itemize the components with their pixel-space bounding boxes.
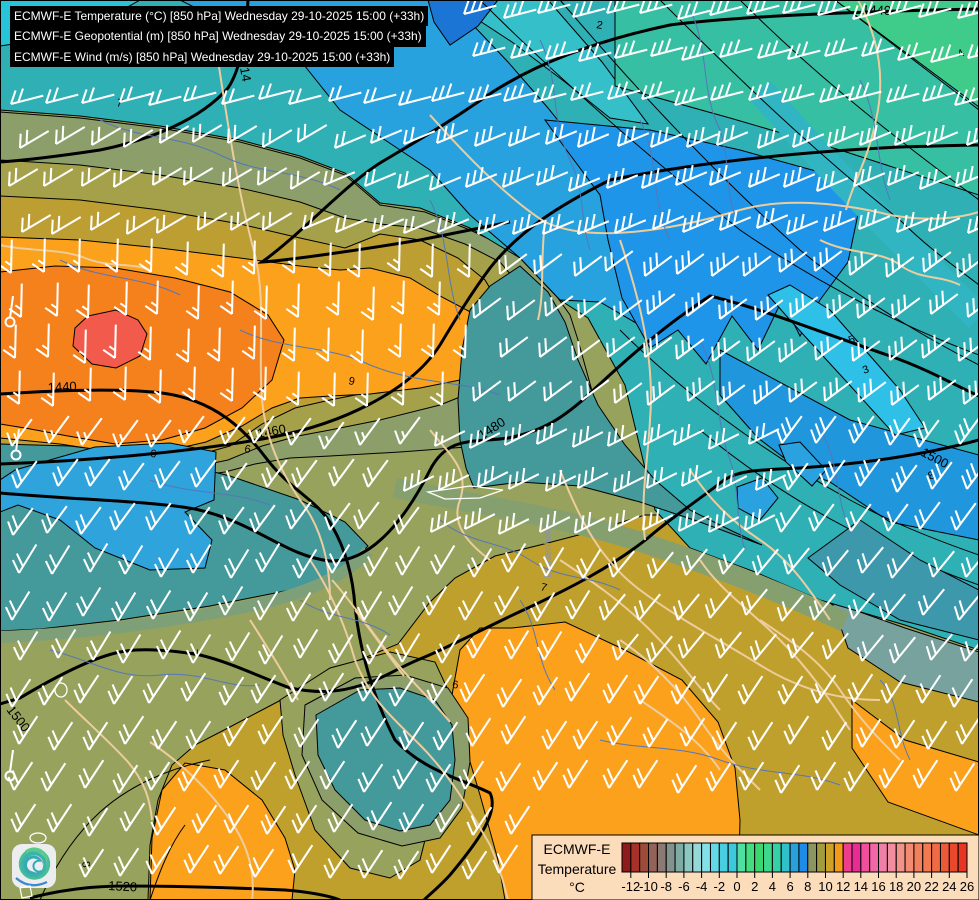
svg-text:14: 14 [237,66,254,83]
svg-text:2: 2 [595,19,603,32]
svg-text:7: 7 [539,581,548,594]
svg-text:6: 6 [243,443,251,456]
svg-text:Bassenheim: Bassenheim [543,523,554,578]
svg-text:5: 5 [847,333,857,346]
svg-text:6: 6 [452,679,459,691]
svg-text:-2: -2 [714,879,726,894]
svg-text:0: 0 [733,879,740,894]
svg-text:-4: -4 [696,879,708,894]
svg-text:-6: -6 [678,879,690,894]
svg-text:6: 6 [786,879,793,894]
svg-text:1440: 1440 [47,379,77,395]
svg-text:18: 18 [889,879,903,894]
svg-text:ECMWF-E: ECMWF-E [544,841,611,857]
svg-text:16: 16 [871,879,885,894]
svg-text:26: 26 [960,879,974,894]
svg-text:9: 9 [347,375,355,388]
svg-text:°C: °C [569,879,585,895]
svg-text:20: 20 [907,879,921,894]
svg-text:1460: 1460 [256,421,287,441]
svg-text:14: 14 [854,879,868,894]
svg-text:-8: -8 [660,879,672,894]
svg-text:7: 7 [187,648,200,656]
svg-text:7: 7 [115,97,123,110]
svg-text:8: 8 [804,879,811,894]
svg-text:22: 22 [924,879,938,894]
svg-text:-12: -12 [621,879,640,894]
svg-text:4: 4 [769,879,776,894]
svg-text:6: 6 [150,448,157,460]
svg-text:-10: -10 [639,879,658,894]
svg-text:Temperature: Temperature [538,861,617,877]
svg-text:24: 24 [942,879,956,894]
svg-text:12: 12 [836,879,850,894]
svg-text:1520: 1520 [108,878,138,894]
svg-text:10: 10 [818,879,832,894]
svg-text:3: 3 [861,363,871,376]
svg-text:8: 8 [926,469,937,482]
svg-text:2: 2 [751,879,758,894]
